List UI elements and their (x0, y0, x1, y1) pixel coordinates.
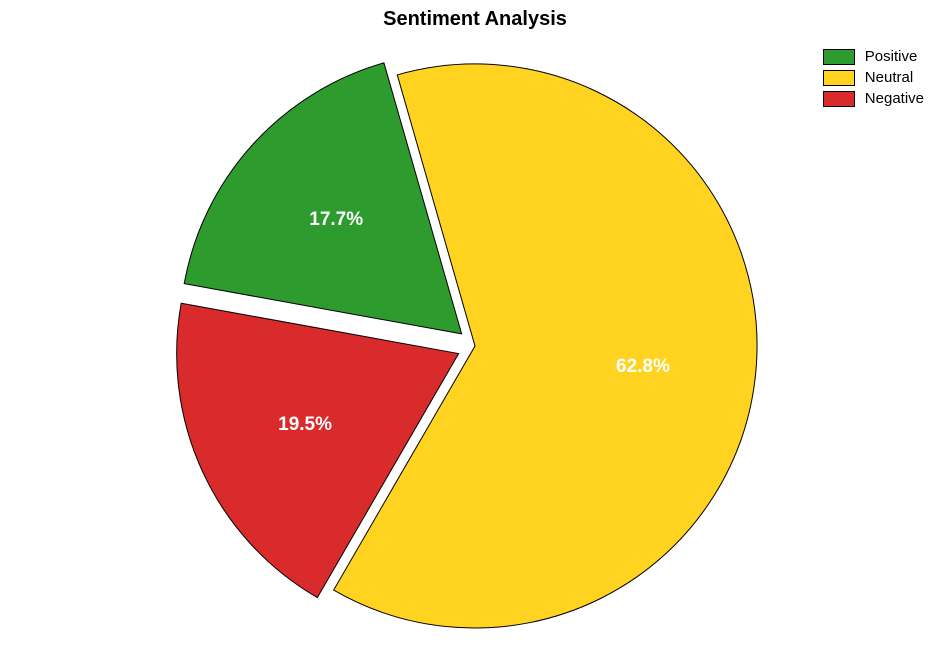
legend-label-negative: Negative (865, 90, 924, 107)
legend-label-neutral: Neutral (865, 69, 913, 86)
legend-item-positive: Positive (823, 48, 924, 65)
slice-label-negative: 19.5% (278, 414, 332, 436)
slice-label-neutral: 62.8% (616, 356, 670, 378)
legend-item-neutral: Neutral (823, 69, 924, 86)
legend: Positive Neutral Negative (823, 48, 924, 111)
legend-item-negative: Negative (823, 90, 924, 107)
legend-swatch-negative (823, 91, 855, 107)
slice-label-positive: 17.7% (309, 209, 363, 231)
legend-swatch-positive (823, 49, 855, 65)
legend-label-positive: Positive (865, 48, 918, 65)
legend-swatch-neutral (823, 70, 855, 86)
pie-chart (0, 0, 950, 662)
